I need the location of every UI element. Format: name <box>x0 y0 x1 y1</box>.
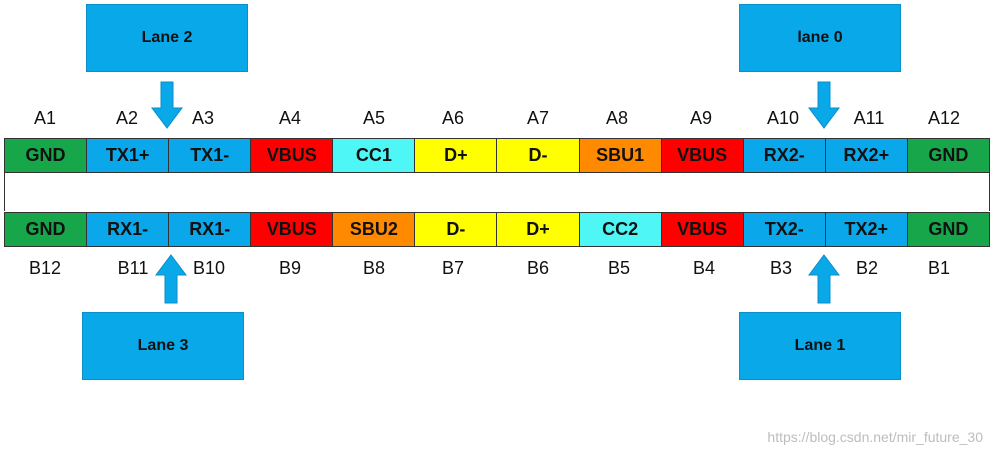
pin-b9-name: VBUS <box>266 219 317 239</box>
pin-b11-name: RX1- <box>107 219 149 239</box>
pin-b5-name: CC2 <box>602 219 639 239</box>
lane-0-box: lane 0 <box>739 4 901 72</box>
watermark-url: https://blog.csdn.net/mir_future_30 <box>767 429 983 445</box>
pin-b6-name: D+ <box>526 219 550 239</box>
pin-label-b12: B12 <box>28 258 62 278</box>
pin-b2: TX2+ <box>825 213 908 246</box>
connector-tongue-band <box>4 173 990 211</box>
pin-label-b4: B4 <box>692 258 716 278</box>
lane-2-down-arrow <box>151 81 183 129</box>
pin-a2: TX1+ <box>87 139 170 172</box>
pin-a10-name: RX2- <box>763 145 805 165</box>
bottom-pin-row: GND RX1- RX1- VBUS SBU2 D- D+ CC2 VBUS T… <box>4 212 990 247</box>
pin-a8-name: SBU1 <box>596 145 645 165</box>
lane-3-up-arrow <box>155 254 187 304</box>
pin-a1: GND <box>5 139 88 172</box>
pin-a10: RX2- <box>743 139 826 172</box>
pin-a6: D+ <box>415 139 498 172</box>
pin-a3-name: TX1- <box>190 145 230 165</box>
pin-label-a3: A3 <box>191 108 215 128</box>
pin-a9: VBUS <box>661 139 744 172</box>
lane-0-label: lane 0 <box>797 29 843 46</box>
pin-label-a1: A1 <box>33 108 57 128</box>
pin-a7-name: D- <box>528 145 548 165</box>
pin-b4: VBUS <box>661 213 744 246</box>
pin-label-a8: A8 <box>605 108 629 128</box>
pin-label-a7: A7 <box>526 108 550 128</box>
pin-b2-name: TX2+ <box>844 219 889 239</box>
pin-a12-name: GND <box>928 145 969 165</box>
pin-b3: TX2- <box>743 213 826 246</box>
pin-label-b11: B11 <box>117 258 149 278</box>
pin-a6-name: D+ <box>444 145 468 165</box>
pin-b8: SBU2 <box>333 213 416 246</box>
pin-b12-name: GND <box>25 219 66 239</box>
pin-a9-name: VBUS <box>677 145 728 165</box>
pin-label-a12: A12 <box>927 108 961 128</box>
pin-b12: GND <box>5 213 88 246</box>
pin-b11: RX1- <box>87 213 170 246</box>
pin-b10: RX1- <box>169 213 252 246</box>
pin-label-b3: B3 <box>769 258 793 278</box>
pin-b5: CC2 <box>579 213 662 246</box>
pin-a3: TX1- <box>169 139 252 172</box>
pin-a2-name: TX1+ <box>105 145 150 165</box>
pin-b6: D+ <box>497 213 580 246</box>
pin-label-b1: B1 <box>927 258 951 278</box>
lane-1-up-arrow <box>808 254 840 304</box>
pin-a4-name: VBUS <box>266 145 317 165</box>
pin-a1-name: GND <box>25 145 66 165</box>
pin-b3-name: TX2- <box>764 219 804 239</box>
lane-1-label: Lane 1 <box>794 337 846 354</box>
lane-3-label: Lane 3 <box>137 337 189 354</box>
pin-label-b5: B5 <box>607 258 631 278</box>
pin-label-a2: A2 <box>115 108 139 128</box>
lane-2-box: Lane 2 <box>86 4 248 72</box>
pin-b9: VBUS <box>251 213 334 246</box>
pin-b7: D- <box>415 213 498 246</box>
pin-b10-name: RX1- <box>189 219 231 239</box>
pin-label-a9: A9 <box>689 108 713 128</box>
lane-0-down-arrow <box>808 81 840 129</box>
pin-a5: CC1 <box>333 139 416 172</box>
pin-label-b9: B9 <box>278 258 302 278</box>
pin-a12: GND <box>907 139 989 172</box>
pin-a5-name: CC1 <box>355 145 392 165</box>
pin-label-b2: B2 <box>855 258 879 278</box>
pin-a8: SBU1 <box>579 139 662 172</box>
pin-b8-name: SBU2 <box>349 219 398 239</box>
pin-label-b10: B10 <box>192 258 226 278</box>
pin-label-a11: A11 <box>853 108 885 128</box>
pin-a11: RX2+ <box>825 139 908 172</box>
pin-b1-name: GND <box>928 219 969 239</box>
pin-label-b6: B6 <box>526 258 550 278</box>
pin-b7-name: D- <box>446 219 466 239</box>
pin-b4-name: VBUS <box>677 219 728 239</box>
top-pin-row: GND TX1+ TX1- VBUS CC1 D+ D- SBU1 VBUS R… <box>4 138 990 173</box>
pin-label-b8: B8 <box>362 258 386 278</box>
lane-2-label: Lane 2 <box>141 29 193 46</box>
pin-label-a4: A4 <box>278 108 302 128</box>
pin-b1: GND <box>907 213 989 246</box>
lane-3-box: Lane 3 <box>82 312 244 380</box>
pin-label-b7: B7 <box>441 258 465 278</box>
pin-label-a10: A10 <box>766 108 800 128</box>
pin-a7: D- <box>497 139 580 172</box>
pin-label-a6: A6 <box>441 108 465 128</box>
pin-a11-name: RX2+ <box>843 145 890 165</box>
lane-1-box: Lane 1 <box>739 312 901 380</box>
pin-a4: VBUS <box>251 139 334 172</box>
pin-label-a5: A5 <box>362 108 386 128</box>
